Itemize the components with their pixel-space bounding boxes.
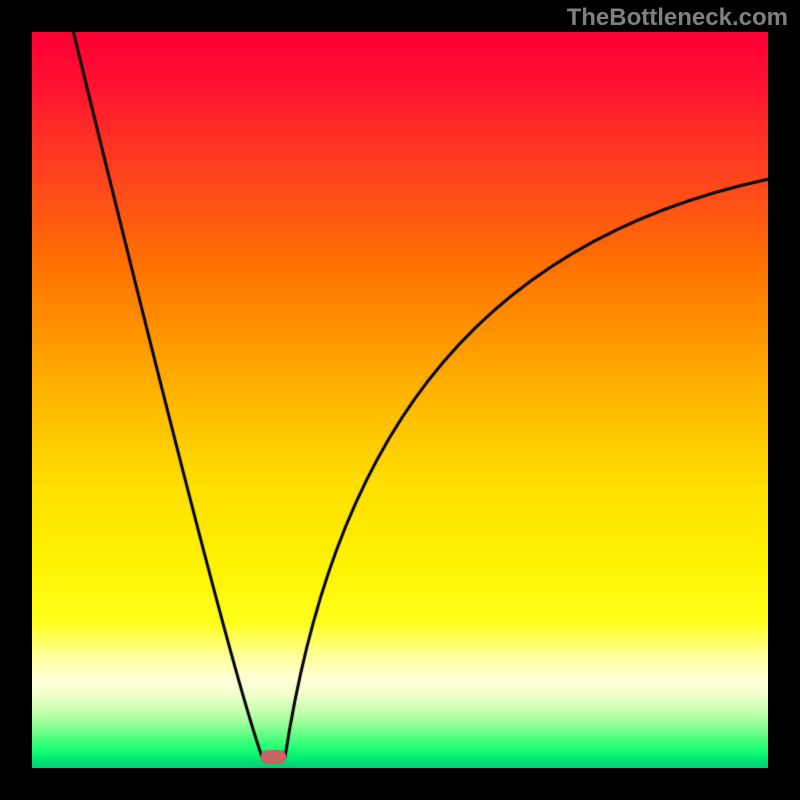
chart-container: TheBottleneck.com <box>0 0 800 800</box>
plot-area <box>32 32 768 768</box>
curve-canvas <box>32 32 768 768</box>
watermark-text: TheBottleneck.com <box>567 4 788 32</box>
